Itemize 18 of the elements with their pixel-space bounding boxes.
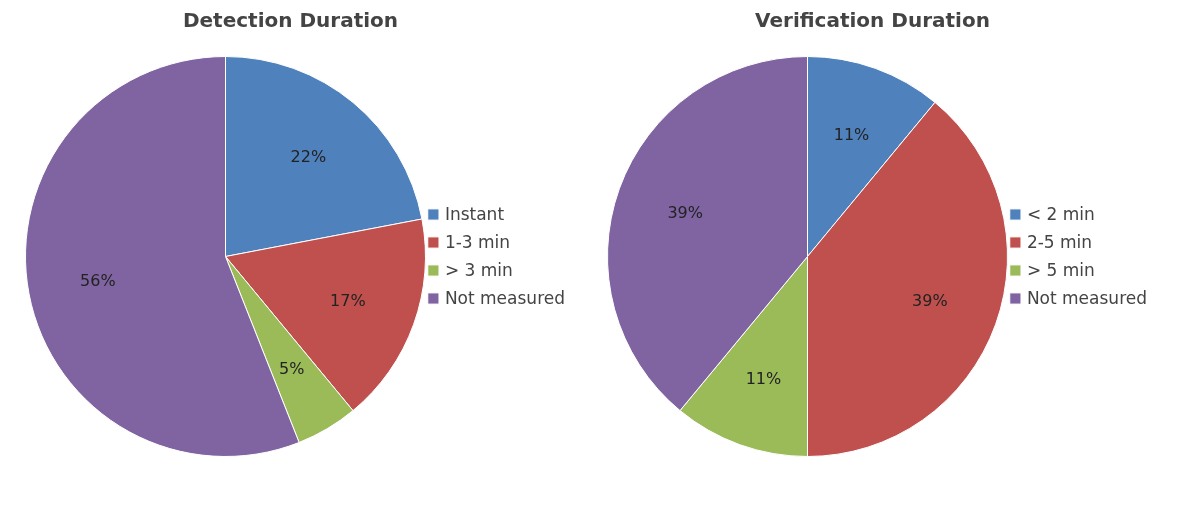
data-label: 39% [912, 291, 948, 311]
data-label: 17% [330, 291, 366, 311]
legend-label: 2-5 min [1026, 232, 1093, 252]
legend-label: Not measured [444, 288, 565, 308]
chart-title: Verification Duration [755, 7, 990, 32]
data-label: 11% [745, 369, 782, 389]
legend-label: < 2 min [1026, 204, 1095, 224]
data-label: 5% [278, 358, 305, 378]
legend-label: Not measured [1026, 288, 1147, 308]
chart-title: Detection Duration [182, 7, 399, 32]
data-label: 39% [667, 202, 703, 222]
legend-label: Instant [444, 204, 505, 224]
data-label: 11% [833, 124, 870, 144]
data-label: 56% [80, 271, 116, 291]
data-label: 22% [290, 146, 327, 166]
legend-label: > 5 min [1026, 260, 1095, 280]
legend-label: > 3 min [444, 260, 513, 280]
legend-label: 1-3 min [444, 232, 511, 252]
